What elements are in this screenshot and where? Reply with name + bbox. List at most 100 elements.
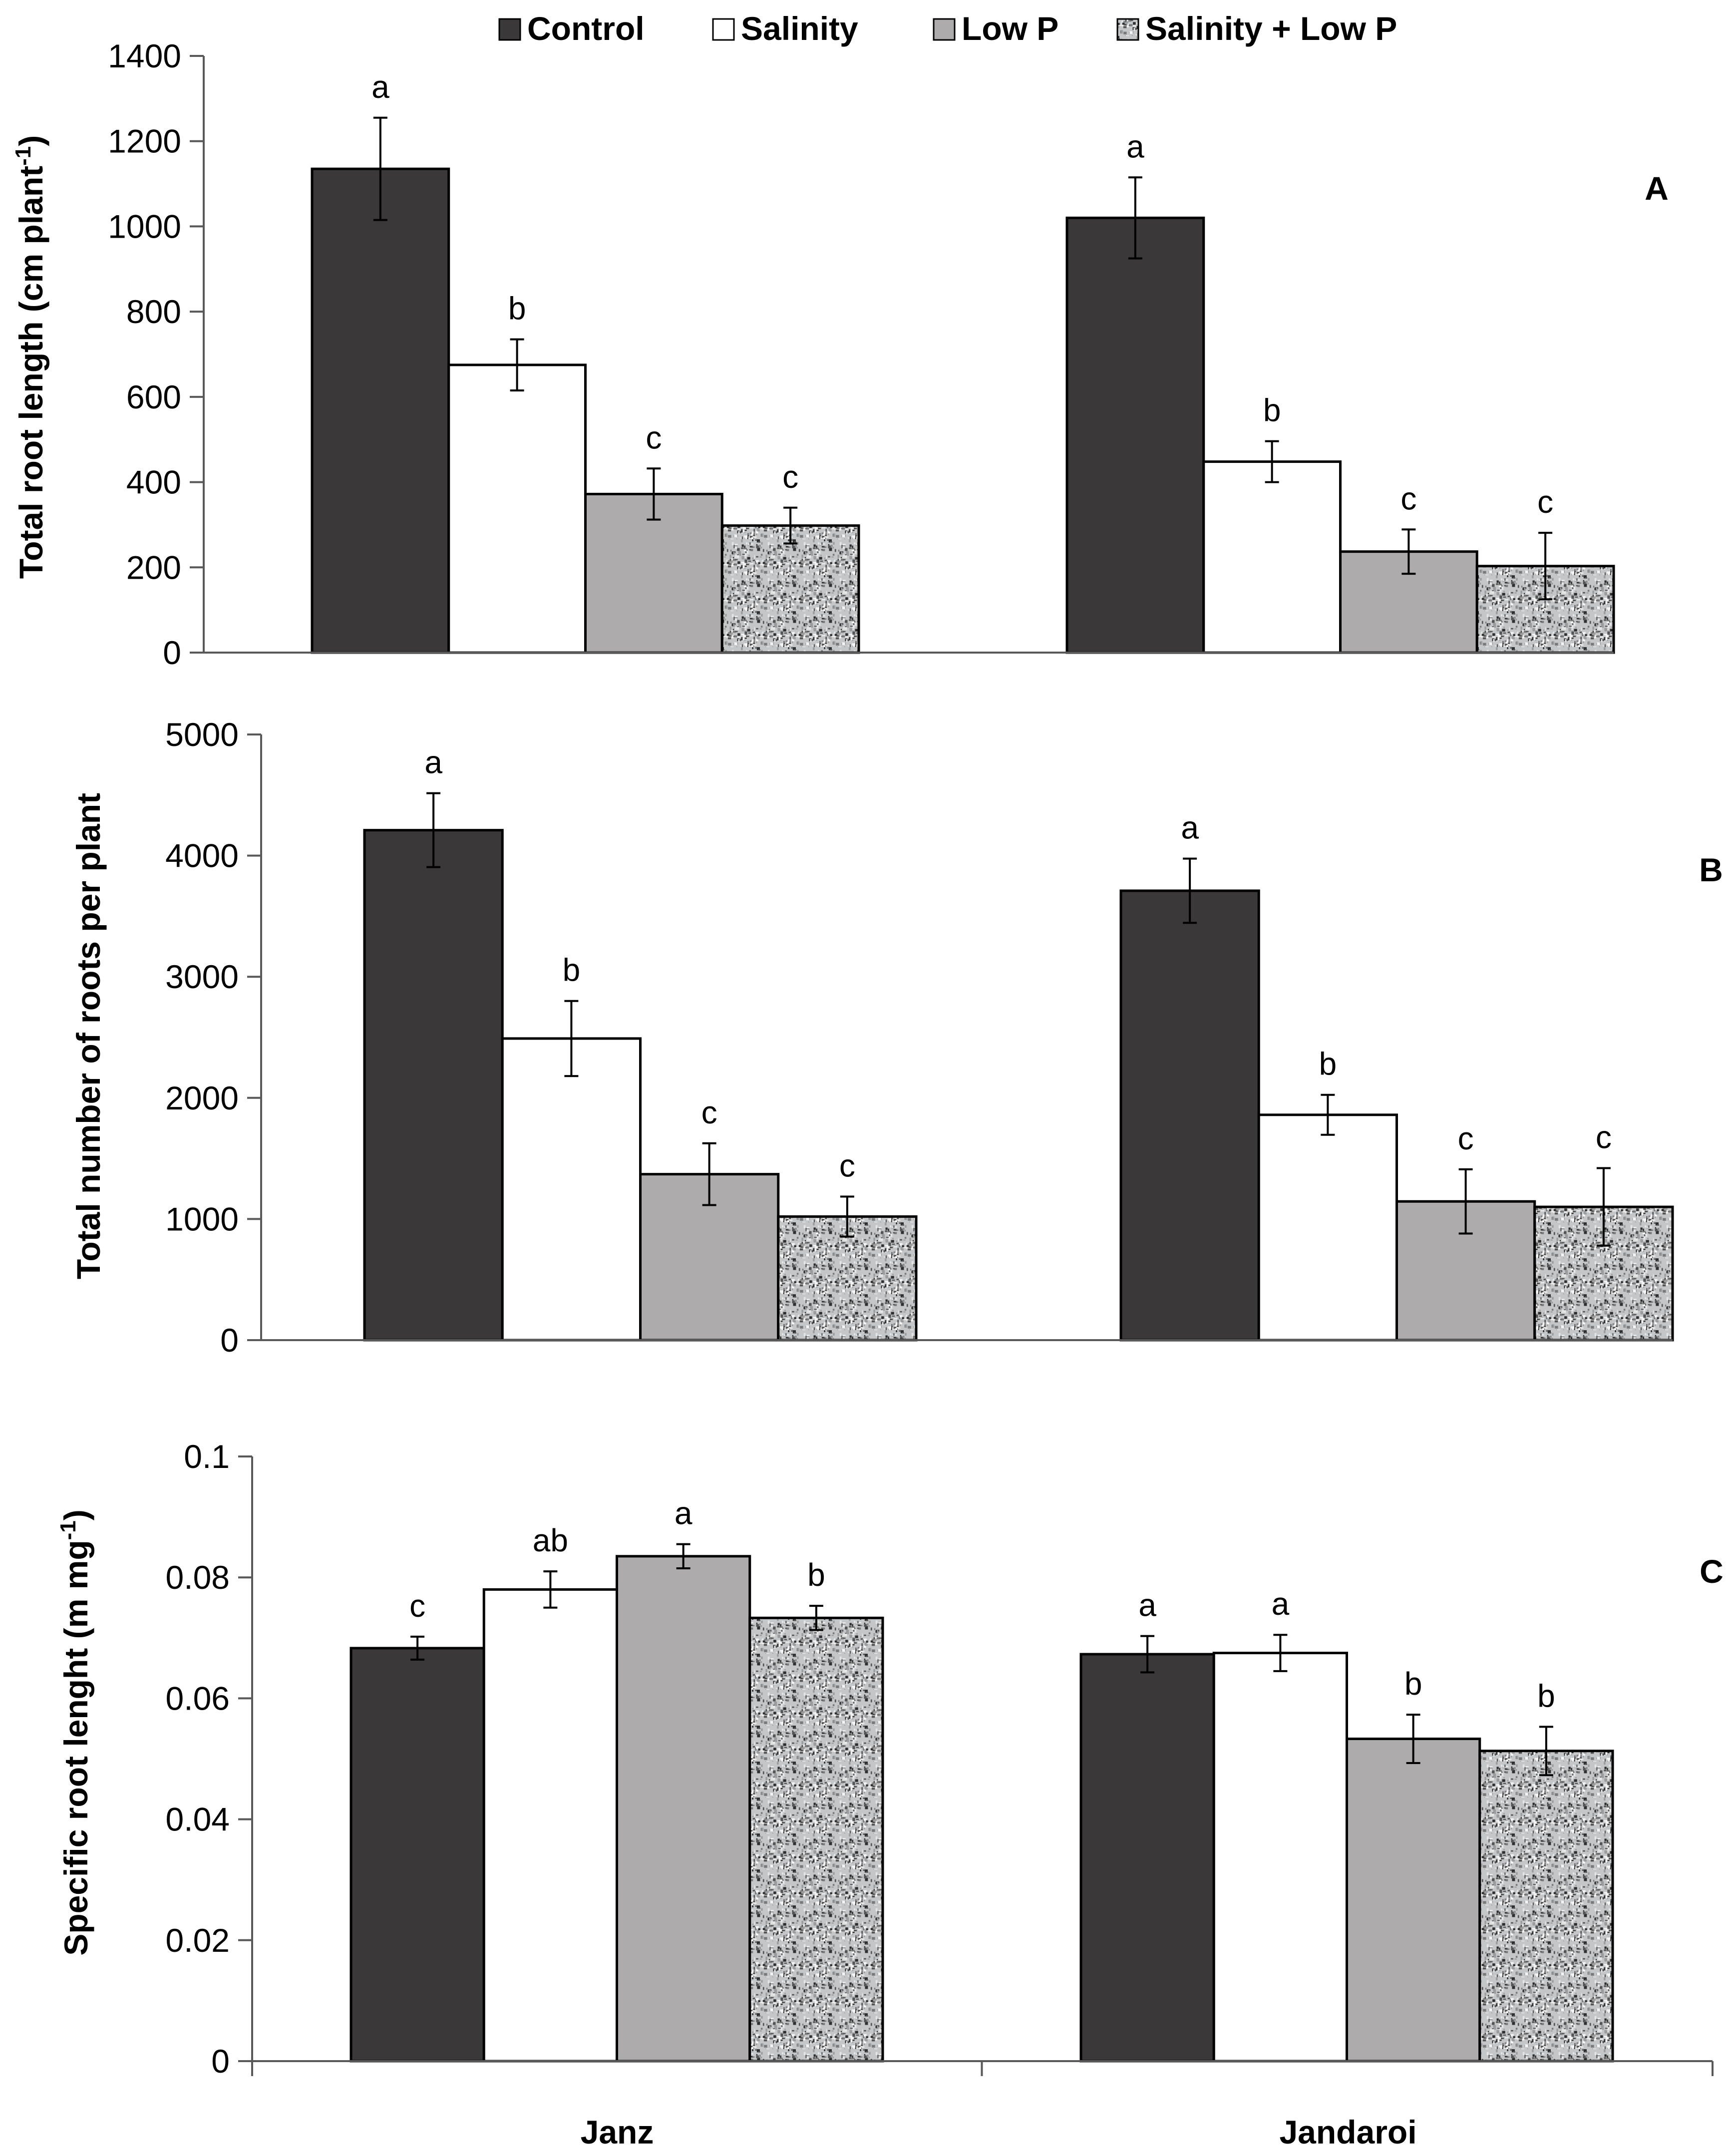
panel-a-letters: a b c c a b c c [371,69,1553,520]
panel-b-ytick-label: 1000 [165,1200,239,1237]
legend-label-combined: Salinity + Low P [1145,10,1397,47]
sig-letter-c: a [1138,1587,1156,1623]
sig-letter-c: b [807,1557,825,1593]
sig-letter-a: c [782,459,798,495]
bar-b-janz-2 [501,1037,642,1342]
panel-c-ylabel: Specific root lenght (m mg-1) [56,1509,94,1956]
sig-letter-c: ab [533,1522,568,1558]
panel-a-ytick-label: 800 [126,293,181,330]
sig-letter-a: c [646,419,662,455]
bar-a-jandaroi-1 [1065,216,1205,654]
panel-a-ylabel-tail: ) [12,135,49,146]
panel-c-ylabel-tail: ) [57,1509,94,1520]
bar-c-jandaroi-1 [1079,1653,1215,2063]
panel-c-bars [349,1555,1614,2063]
panel-b-ylabel: Total number of roots per plant [70,793,107,1279]
panel-b-ytick-label: 2000 [165,1079,239,1116]
panel-a-ytick-label: 1400 [108,37,181,74]
bar-a-janz-4 [720,524,860,654]
sig-letter-b: c [701,1094,717,1130]
sig-letter-b: c [1458,1120,1474,1156]
panel-c-errorbars [410,1543,1553,1777]
panel-a-ytick-label: 200 [126,549,181,586]
legend-label-control: Control [527,10,645,47]
legend: Control Salinity Low P Salinity + Low P [498,10,1397,47]
sig-letter-c: a [1272,1586,1290,1622]
sig-letter-a: b [508,291,526,327]
panel-b-errorbars [426,792,1611,1247]
panel-a-ytick-label: 1000 [108,208,181,245]
panel-c-letter: C [1700,1553,1724,1590]
sig-letter-b: c [1596,1119,1612,1155]
panel-a-bars [311,167,1615,654]
panel-b-ytick-label: 0 [220,1322,239,1359]
bar-c-janz-4 [748,1616,884,2063]
legend-label-lowp: Low P [962,10,1058,47]
panel-b: 0 1000 2000 3000 4000 5000 a b c c a b c c Total num… [70,716,1723,1359]
panel-b-bars [363,829,1674,1342]
panel-a-ytick-label: 400 [126,464,181,501]
panel-c-ytick-label: 0.08 [166,1559,230,1596]
panel-a-ylabel-main: Total root length (cm plant [12,166,49,579]
category-label-janz: Janz [581,2114,654,2151]
bar-a-janz-1 [311,167,450,654]
panel-a-ylabel: Total root length (cm plant-1) [11,135,49,579]
category-label-jandaroi: Jandaroi [1279,2114,1416,2151]
bar-a-janz-2 [447,363,587,654]
bar-c-jandaroi-3 [1346,1738,1481,2063]
bar-b-jandaroi-2 [1257,1113,1398,1342]
sig-letter-c: b [1404,1666,1422,1702]
bar-b-jandaroi-1 [1119,889,1260,1342]
panel-a-ticks: 0 200 400 600 800 1000 1200 1400 [108,37,204,671]
panel-c-axes [251,1456,1714,2076]
sig-letter-a: b [1263,392,1281,428]
legend-item-salinity: Salinity [712,10,858,47]
sig-letter-c: a [675,1495,693,1531]
legend-item-combined: Salinity + Low P [1116,10,1397,47]
panel-c-ytick-label: 0 [211,2043,230,2080]
panel-a-ytick-label: 1200 [108,123,181,160]
panel-b-ytick-label: 4000 [165,837,239,874]
panel-b-axes [260,734,1673,1341]
legend-swatch-salinity [712,18,735,41]
panel-a-axes [203,56,1614,654]
sig-letter-a: c [1400,480,1416,516]
panel-a-errorbars [373,116,1553,601]
panel-c-ylabel-sup: -1 [56,1520,80,1540]
panel-c-ytick-label: 0.04 [166,1801,230,1838]
panel-b-ticks: 0 1000 2000 3000 4000 5000 [165,716,261,1359]
legend-swatch-lowp [933,18,956,41]
sig-letter-b: b [563,952,581,988]
panel-a-letter: A [1645,170,1669,207]
panel-c-ytick-label: 0.06 [166,1680,230,1717]
panel-c-ytick-label: 0.1 [184,1438,230,1475]
panel-b-letters: a b c c a b c c [424,744,1612,1184]
legend-label-salinity: Salinity [741,10,858,47]
sig-letter-a: a [371,69,389,105]
sig-letter-b: c [839,1148,855,1184]
bar-a-jandaroi-2 [1202,460,1342,654]
sig-letter-c: b [1537,1678,1555,1714]
sig-letter-b: b [1319,1046,1337,1082]
panel-a-ylabel-sup: -1 [11,146,35,166]
sig-letter-b: a [424,744,442,780]
panel-a-ytick-label: 600 [126,378,181,415]
bar-c-janz-3 [616,1555,751,2063]
bar-b-janz-1 [363,829,504,1342]
panel-c-ylabel-main: Specific root lenght (m mg [57,1540,94,1955]
bar-c-janz-1 [349,1647,485,2063]
panel-c-ytick-label: 0.02 [166,1922,230,1959]
panel-b-letter: B [1699,851,1723,888]
bar-c-janz-2 [482,1588,618,2063]
bar-c-jandaroi-2 [1212,1652,1348,2063]
sig-letter-c: c [409,1588,425,1624]
panel-b-ytick-label: 3000 [165,958,239,995]
legend-item-control: Control [498,10,645,47]
sig-letter-a: c [1537,484,1553,520]
panel-a: 0 200 400 600 800 1000 1200 1400 a b c c a b c c Total… [11,37,1669,671]
panel-b-ytick-label: 5000 [165,716,239,753]
legend-item-lowp: Low P [933,10,1058,47]
